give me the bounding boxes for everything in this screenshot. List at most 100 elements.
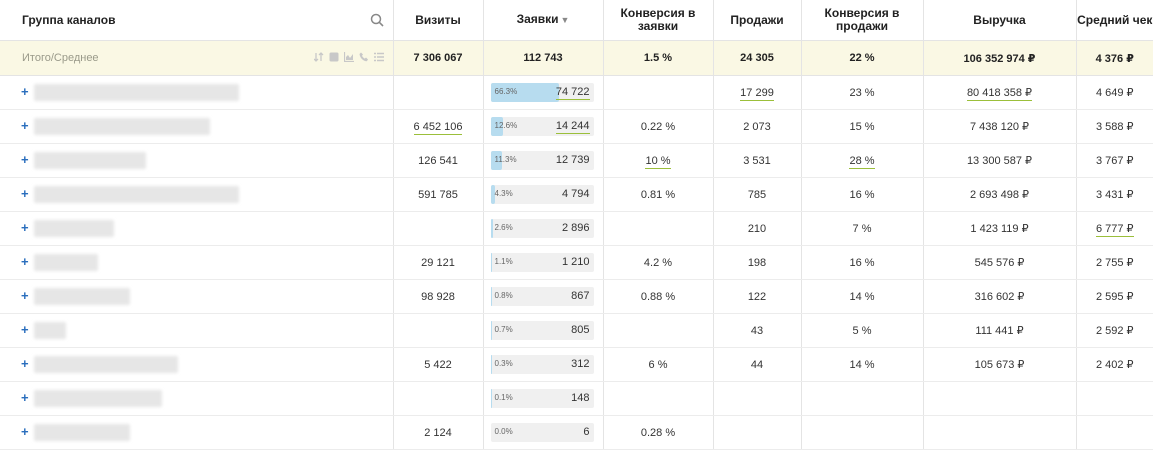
header-conv-req[interactable]: Конверсия в заявки: [603, 0, 714, 41]
conv-sales-value[interactable]: 28 %: [849, 154, 875, 169]
cell-sales: 198: [713, 245, 802, 280]
total-label-cell: Итого/Среднее: [0, 40, 394, 76]
table-row[interactable]: +591 785 4.3% 4 794 0.81 % 785 16 % 2 693 498 …: [0, 177, 1153, 212]
conv-sales-value: 14 %: [849, 290, 875, 303]
expand-plus-icon[interactable]: +: [21, 152, 29, 167]
table-row[interactable]: +5 422 0.3% 312 6 % 44 14 % 105 673 ₽ 2 402 ₽: [0, 347, 1153, 382]
phone-icon[interactable]: [359, 52, 369, 62]
requests-share-pct: 1.1%: [494, 257, 513, 266]
cell-conv-sales: 5 %: [801, 313, 924, 348]
table-row[interactable]: +126 541 11.3% 12 739 10 % 3 531 28 % 13 300 5…: [0, 143, 1153, 178]
table-row[interactable]: +2.6% 2 896 210 7 % 1 423 119 ₽ 6 777 ₽: [0, 211, 1153, 246]
search-icon[interactable]: [370, 13, 384, 27]
requests-value[interactable]: 14 244: [555, 120, 590, 134]
channel-name-cell: +: [0, 347, 394, 382]
sort-desc-icon[interactable]: ▼: [560, 15, 570, 25]
sort-icon[interactable]: [313, 52, 324, 62]
cell-conv-sales: 28 %: [801, 143, 924, 178]
cell-visits: 6 452 106: [393, 109, 484, 144]
revenue-value: 111 441 ₽: [975, 325, 1024, 337]
header-sales[interactable]: Продажи: [713, 0, 802, 41]
avg-check-value: 3 588 ₽: [1095, 121, 1134, 133]
requests-share-bar: 4.3% 4 794: [490, 185, 594, 204]
revenue-value: 545 576 ₽: [974, 257, 1025, 269]
conv-req-value: 6 %: [648, 358, 668, 371]
cell-conv-sales: 16 %: [801, 177, 924, 212]
expand-plus-icon[interactable]: +: [21, 424, 29, 439]
sales-value: 2 073: [743, 120, 771, 133]
table-row[interactable]: +6 452 106 12.6% 14 244 0.22 % 2 073 15 % 7 43…: [0, 109, 1153, 144]
list-icon[interactable]: [373, 52, 384, 62]
requests-share-bar: 2.6% 2 896: [490, 219, 594, 238]
expand-plus-icon[interactable]: +: [21, 288, 29, 303]
header-avg-check[interactable]: Средний чек: [1076, 0, 1153, 41]
header-revenue[interactable]: Выручка: [923, 0, 1077, 41]
expand-plus-icon[interactable]: +: [21, 356, 29, 371]
cell-requests: 66.3% 74 722: [483, 75, 604, 110]
expand-plus-icon[interactable]: +: [21, 390, 29, 405]
cell-sales: 785: [713, 177, 802, 212]
sales-value: 3 531: [743, 154, 771, 167]
cell-conv-req: [603, 211, 714, 246]
cell-conv-req: [603, 381, 714, 416]
expand-plus-icon[interactable]: +: [21, 186, 29, 201]
requests-share-bar: 0.3% 312: [490, 355, 594, 374]
requests-value[interactable]: 74 722: [555, 86, 590, 100]
requests-share-pct: 0.8%: [494, 291, 513, 300]
sales-value[interactable]: 17 299: [740, 86, 774, 101]
cell-sales: 122: [713, 279, 802, 314]
requests-share-pct: 11.3%: [494, 155, 517, 164]
table-row[interactable]: +0.1% 148: [0, 381, 1153, 416]
header-row: Группа каналов Визиты Заявки ▼ Конверсия …: [0, 0, 1153, 41]
requests-value: 6: [583, 426, 590, 438]
header-visits[interactable]: Визиты: [393, 0, 484, 41]
square-icon[interactable]: [329, 52, 339, 62]
header-conv-sales-label: Конверсия в продажи: [824, 6, 900, 33]
conv-sales-value: 16 %: [849, 256, 875, 269]
channel-name-cell: +: [0, 177, 394, 212]
cell-revenue: 2 693 498 ₽: [923, 177, 1077, 212]
cell-visits: 5 422: [393, 347, 484, 382]
conv-sales-value: 16 %: [849, 188, 875, 201]
cell-requests: 0.8% 867: [483, 279, 604, 314]
cell-requests: 0.7% 805: [483, 313, 604, 348]
table-row[interactable]: +0.7% 805 43 5 % 111 441 ₽ 2 592 ₽: [0, 313, 1153, 348]
header-conv-sales[interactable]: Конверсия в продажи: [801, 0, 924, 41]
avg-check-value: 2 402 ₽: [1095, 359, 1134, 371]
header-requests[interactable]: Заявки ▼: [483, 0, 604, 41]
conv-sales-value: 14 %: [849, 358, 875, 371]
chart-icon[interactable]: [343, 52, 354, 62]
redacted-channel-name: [34, 390, 162, 407]
conv-sales-value: 5 %: [852, 324, 872, 337]
avg-check-value[interactable]: 6 777 ₽: [1095, 223, 1134, 237]
conv-req-value[interactable]: 10 %: [645, 154, 671, 169]
expand-plus-icon[interactable]: +: [21, 118, 29, 133]
redacted-channel-name: [34, 186, 239, 203]
requests-share-fill: [490, 83, 559, 102]
table-row[interactable]: +29 121 1.1% 1 210 4.2 % 198 16 % 545 576 ₽ 2 7…: [0, 245, 1153, 280]
cell-conv-sales: [801, 381, 924, 416]
redacted-channel-name: [34, 356, 178, 373]
requests-share-fill: [490, 219, 494, 238]
expand-plus-icon[interactable]: +: [21, 254, 29, 269]
table-row[interactable]: +66.3% 74 722 17 299 23 % 80 418 358 ₽ 4 649 …: [0, 75, 1153, 110]
channel-name-cell: +: [0, 313, 394, 348]
header-group[interactable]: Группа каналов: [0, 0, 394, 41]
cell-avg-check: 4 649 ₽: [1076, 75, 1153, 110]
avg-check-value: 2 755 ₽: [1095, 257, 1134, 269]
table-row[interactable]: +98 928 0.8% 867 0.88 % 122 14 % 316 602 ₽ 2 59…: [0, 279, 1153, 314]
cell-visits: 98 928: [393, 279, 484, 314]
expand-plus-icon[interactable]: +: [21, 84, 29, 99]
expand-plus-icon[interactable]: +: [21, 322, 29, 337]
expand-plus-icon[interactable]: +: [21, 220, 29, 235]
revenue-value[interactable]: 80 418 358 ₽: [966, 87, 1033, 101]
channel-name-cell: +: [0, 279, 394, 314]
requests-share-bar: 1.1% 1 210: [490, 253, 594, 272]
cell-visits: [393, 211, 484, 246]
cell-requests: 0.3% 312: [483, 347, 604, 382]
visits-value[interactable]: 6 452 106: [413, 120, 463, 135]
table-row[interactable]: +2 124 0.0% 6 0.28 %: [0, 415, 1153, 450]
header-conv-req-label: Конверсия в заявки: [620, 6, 696, 33]
total-conv-req: 1.5 %: [603, 40, 714, 76]
